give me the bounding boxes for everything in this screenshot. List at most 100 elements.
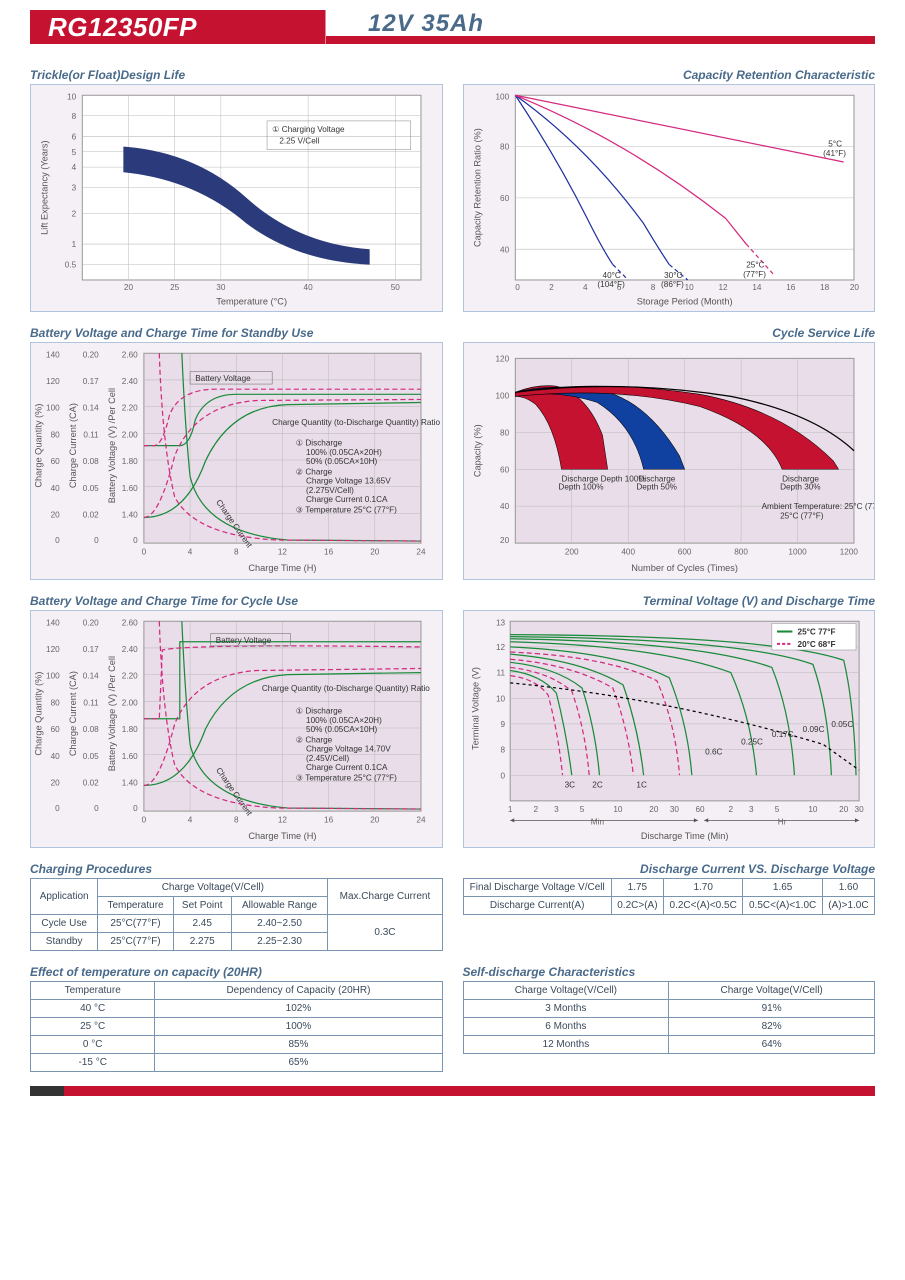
- table4-title: Self-discharge Characteristics: [463, 965, 876, 979]
- svg-text:2.60: 2.60: [122, 618, 138, 627]
- svg-text:800: 800: [734, 547, 748, 556]
- svg-text:6: 6: [72, 132, 77, 141]
- svg-text:120: 120: [495, 354, 509, 363]
- self-discharge-table: Charge Voltage(V/Cell)Charge Voltage(V/C…: [463, 981, 876, 1054]
- charging-procedures-table: ApplicationCharge Voltage(V/Cell)Max.Cha…: [30, 878, 443, 951]
- svg-text:Charge Quantity (to-Discharge: Charge Quantity (to-Discharge Quantity) …: [272, 418, 440, 427]
- svg-text:Charge Quantity (%): Charge Quantity (%): [33, 403, 43, 487]
- svg-text:9: 9: [500, 720, 505, 729]
- svg-text:2C: 2C: [592, 780, 603, 789]
- svg-text:② Charge: ② Charge: [296, 467, 333, 476]
- svg-text:12: 12: [495, 643, 505, 652]
- svg-text:③ Temperature 25°C (77°F): ③ Temperature 25°C (77°F): [296, 505, 397, 514]
- svg-text:2.00: 2.00: [122, 430, 138, 439]
- chart6-terminal-voltage: 25°C 77°F 20°C 68°F 3C2C1C0.6C0.25C0.17C…: [463, 610, 876, 848]
- svg-text:8: 8: [500, 745, 505, 754]
- svg-text:60: 60: [51, 457, 61, 466]
- svg-text:0.17C: 0.17C: [771, 730, 793, 739]
- svg-text:1: 1: [72, 240, 77, 249]
- svg-text:3: 3: [72, 184, 77, 193]
- svg-text:0.11: 0.11: [83, 698, 99, 707]
- svg-text:1000: 1000: [788, 547, 807, 556]
- svg-text:20: 20: [124, 283, 134, 292]
- chart4-cycle-life: Discharge Depth 100%Depth 100% Discharge…: [463, 342, 876, 580]
- svg-text:40: 40: [500, 245, 510, 254]
- svg-text:5: 5: [72, 148, 77, 157]
- chart1-trickle-life: ① Charging Voltage 2.25 V/Cell 10 8 6 5 …: [30, 84, 443, 312]
- svg-text:2.40: 2.40: [122, 645, 138, 654]
- svg-text:30: 30: [854, 805, 864, 814]
- svg-text:16: 16: [324, 815, 334, 824]
- svg-text:10: 10: [67, 92, 77, 101]
- svg-text:400: 400: [621, 547, 635, 556]
- svg-text:0: 0: [55, 536, 60, 545]
- temperature-capacity-table: TemperatureDependency of Capacity (20HR)…: [30, 981, 443, 1072]
- svg-text:0.17: 0.17: [83, 377, 99, 386]
- svg-text:4: 4: [72, 163, 77, 172]
- svg-text:2.00: 2.00: [122, 698, 138, 707]
- svg-text:25: 25: [170, 283, 180, 292]
- svg-text:3: 3: [554, 805, 559, 814]
- svg-text:20°C 68°F: 20°C 68°F: [797, 640, 835, 649]
- svg-text:③ Temperature 25°C (77°F): ③ Temperature 25°C (77°F): [296, 773, 397, 782]
- svg-text:20: 20: [649, 805, 659, 814]
- svg-text:0.20: 0.20: [83, 618, 99, 627]
- svg-text:16: 16: [786, 283, 796, 292]
- svg-text:0: 0: [515, 283, 520, 292]
- footer-bar: [30, 1086, 875, 1096]
- svg-text:Depth 100%: Depth 100%: [558, 483, 603, 492]
- svg-text:4: 4: [188, 815, 193, 824]
- svg-text:60: 60: [500, 465, 510, 474]
- svg-text:0: 0: [133, 804, 138, 813]
- svg-text:Depth 50%: Depth 50%: [636, 483, 677, 492]
- svg-text:5: 5: [579, 805, 584, 814]
- svg-text:1: 1: [507, 805, 512, 814]
- svg-text:0.14: 0.14: [83, 403, 99, 412]
- svg-text:Storage Period (Month): Storage Period (Month): [636, 297, 732, 307]
- svg-text:Charge Quantity (to-Discharge: Charge Quantity (to-Discharge Quantity) …: [262, 684, 430, 693]
- svg-text:5°C: 5°C: [828, 140, 842, 149]
- svg-text:24: 24: [416, 815, 426, 824]
- svg-text:0.05C: 0.05C: [831, 720, 853, 729]
- svg-text:Lift Expectancy (Years): Lift Expectancy (Years): [39, 140, 49, 234]
- svg-text:25°C: 25°C: [746, 261, 764, 270]
- svg-text:0.08: 0.08: [83, 725, 99, 734]
- svg-text:1.40: 1.40: [122, 510, 138, 519]
- svg-text:40: 40: [51, 752, 61, 761]
- svg-text:140: 140: [46, 350, 60, 359]
- svg-text:120: 120: [46, 645, 60, 654]
- svg-text:Battery Voltage: Battery Voltage: [195, 374, 251, 383]
- svg-text:0.08: 0.08: [83, 457, 99, 466]
- svg-text:0.09C: 0.09C: [802, 725, 824, 734]
- svg-text:25°C (77°F): 25°C (77°F): [780, 511, 824, 520]
- svg-text:0: 0: [133, 536, 138, 545]
- svg-text:20: 20: [51, 510, 61, 519]
- svg-text:10: 10: [684, 283, 694, 292]
- svg-text:40: 40: [51, 484, 61, 493]
- svg-text:100: 100: [495, 391, 509, 400]
- svg-text:4: 4: [583, 283, 588, 292]
- svg-text:80: 80: [500, 143, 510, 152]
- svg-text:100: 100: [46, 403, 60, 412]
- svg-text:140: 140: [46, 618, 60, 627]
- svg-text:① Charging Voltage: ① Charging Voltage: [272, 125, 345, 134]
- svg-text:100% (0.05CA×20H): 100% (0.05CA×20H): [306, 716, 382, 725]
- svg-text:10: 10: [613, 805, 623, 814]
- chart3-standby-charge: Battery Voltage Charge Quantity (to-Disc…: [30, 342, 443, 580]
- svg-text:60: 60: [500, 194, 510, 203]
- svg-text:0.17: 0.17: [83, 645, 99, 654]
- svg-text:(41°F): (41°F): [823, 149, 846, 158]
- svg-text:1200: 1200: [839, 547, 858, 556]
- svg-text:0: 0: [142, 815, 147, 824]
- svg-text:16: 16: [324, 547, 334, 556]
- svg-text:0.02: 0.02: [83, 778, 99, 787]
- svg-text:0.14: 0.14: [83, 672, 99, 681]
- svg-text:8: 8: [234, 815, 239, 824]
- svg-text:2.40: 2.40: [122, 377, 138, 386]
- svg-text:2.60: 2.60: [122, 350, 138, 359]
- svg-text:Charge Current 0.1CA: Charge Current 0.1CA: [306, 495, 388, 504]
- svg-text:3C: 3C: [564, 780, 575, 789]
- table2-title: Discharge Current VS. Discharge Voltage: [463, 862, 876, 876]
- svg-text:0.6C: 0.6C: [705, 747, 722, 756]
- svg-text:600: 600: [677, 547, 691, 556]
